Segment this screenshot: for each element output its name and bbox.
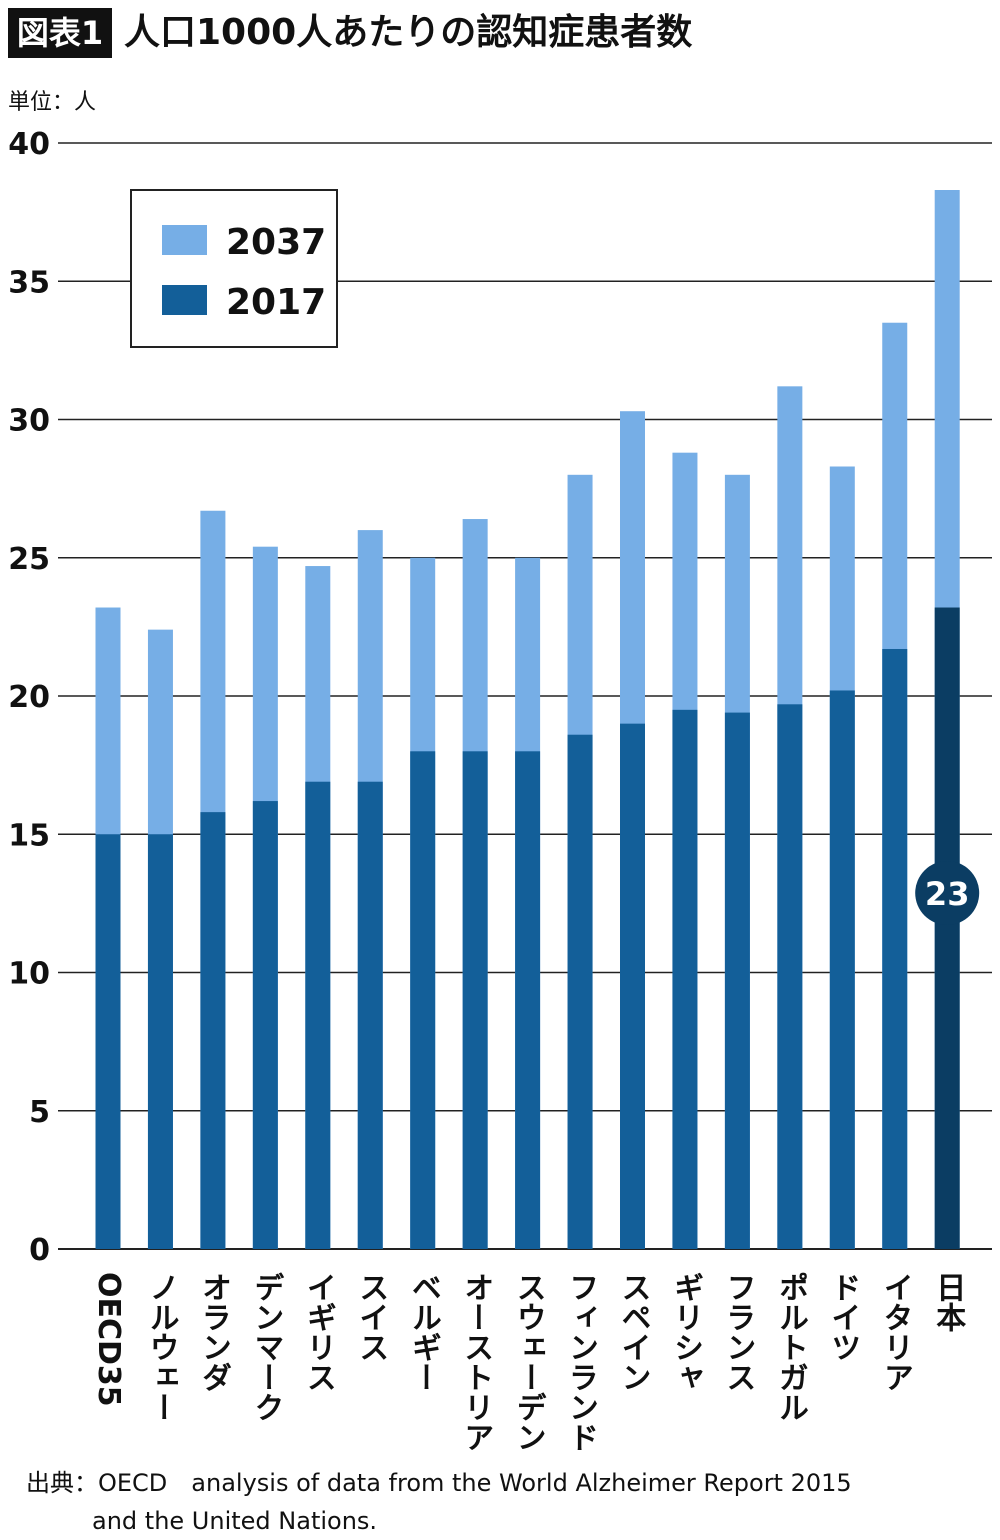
x-tick-label: スイス <box>353 1272 389 1362</box>
bar-2017-14 <box>829 690 855 1249</box>
bar-2017-9 <box>567 734 593 1249</box>
legend-swatch-2017 <box>162 285 207 315</box>
x-tick-label: ポルトガル <box>772 1272 808 1422</box>
bar-2017-2 <box>200 812 226 1249</box>
chart-title: 人口1000人あたりの認知症患者数 <box>124 12 693 53</box>
source-line-1: 出典：OECD analysis of data from the World … <box>26 1469 852 1497</box>
x-tick-label: ギリシャ <box>667 1272 703 1392</box>
source-note: 出典：OECD analysis of data from the World … <box>26 1464 852 1540</box>
bar-2017-7 <box>462 751 488 1249</box>
x-tick-label: イギリス <box>300 1272 336 1392</box>
y-tick-label: 0 <box>29 1233 50 1268</box>
bar-2017-5 <box>357 781 383 1249</box>
bar-2017-15 <box>882 648 908 1249</box>
bar-2017-12 <box>724 712 750 1249</box>
x-tick-label: デンマーク <box>248 1272 284 1422</box>
y-tick-label: 20 <box>8 680 50 715</box>
legend-label-2017: 2017 <box>226 282 326 323</box>
highlight-label: 23 <box>925 875 970 913</box>
bar-2017-0 <box>95 834 121 1249</box>
y-tick-label: 30 <box>8 404 50 439</box>
x-tick-label: オランダ <box>195 1272 231 1392</box>
x-tick-label: スウェーデン <box>510 1272 546 1452</box>
x-tick-label: フィンランド <box>563 1272 599 1452</box>
y-tick-label: 5 <box>29 1095 50 1130</box>
bar-2017-1 <box>147 834 173 1249</box>
highlight-badge <box>915 861 980 925</box>
x-tick-label: スペイン <box>615 1272 651 1392</box>
bar-2017-13 <box>777 704 803 1249</box>
legend-box <box>130 189 338 348</box>
y-tick-label: 10 <box>8 957 50 992</box>
x-tick-label: OECD35 <box>91 1272 126 1407</box>
x-tick-label: ドイツ <box>825 1272 861 1362</box>
x-tick-label: イタリア <box>877 1272 913 1392</box>
x-tick-label: フランス <box>720 1272 756 1392</box>
legend-label-2037: 2037 <box>226 222 326 263</box>
y-tick-label: 40 <box>8 127 50 162</box>
bar-2017-11 <box>672 709 698 1249</box>
y-tick-label: 35 <box>8 265 50 300</box>
bar-2017-4 <box>305 781 331 1249</box>
unit-label: 単位：人 <box>8 90 97 115</box>
legend-swatch-2037 <box>162 225 207 255</box>
bar-2017-3 <box>252 801 278 1249</box>
figure-tag: 図表1 <box>8 8 112 58</box>
y-tick-label: 15 <box>8 818 50 853</box>
x-tick-label: ベルギー <box>405 1272 441 1392</box>
x-tick-label: 日本 <box>930 1272 966 1332</box>
bar-2017-10 <box>620 723 645 1249</box>
bar-2017-16 <box>934 607 960 1249</box>
bar-2017-8 <box>515 751 541 1249</box>
y-tick-label: 25 <box>8 542 50 577</box>
x-tick-label: ノルウェー <box>143 1272 179 1422</box>
x-tick-label: オーストリア <box>458 1272 494 1452</box>
source-line-2: and the United Nations. <box>92 1507 378 1535</box>
bar-2017-6 <box>410 751 436 1249</box>
